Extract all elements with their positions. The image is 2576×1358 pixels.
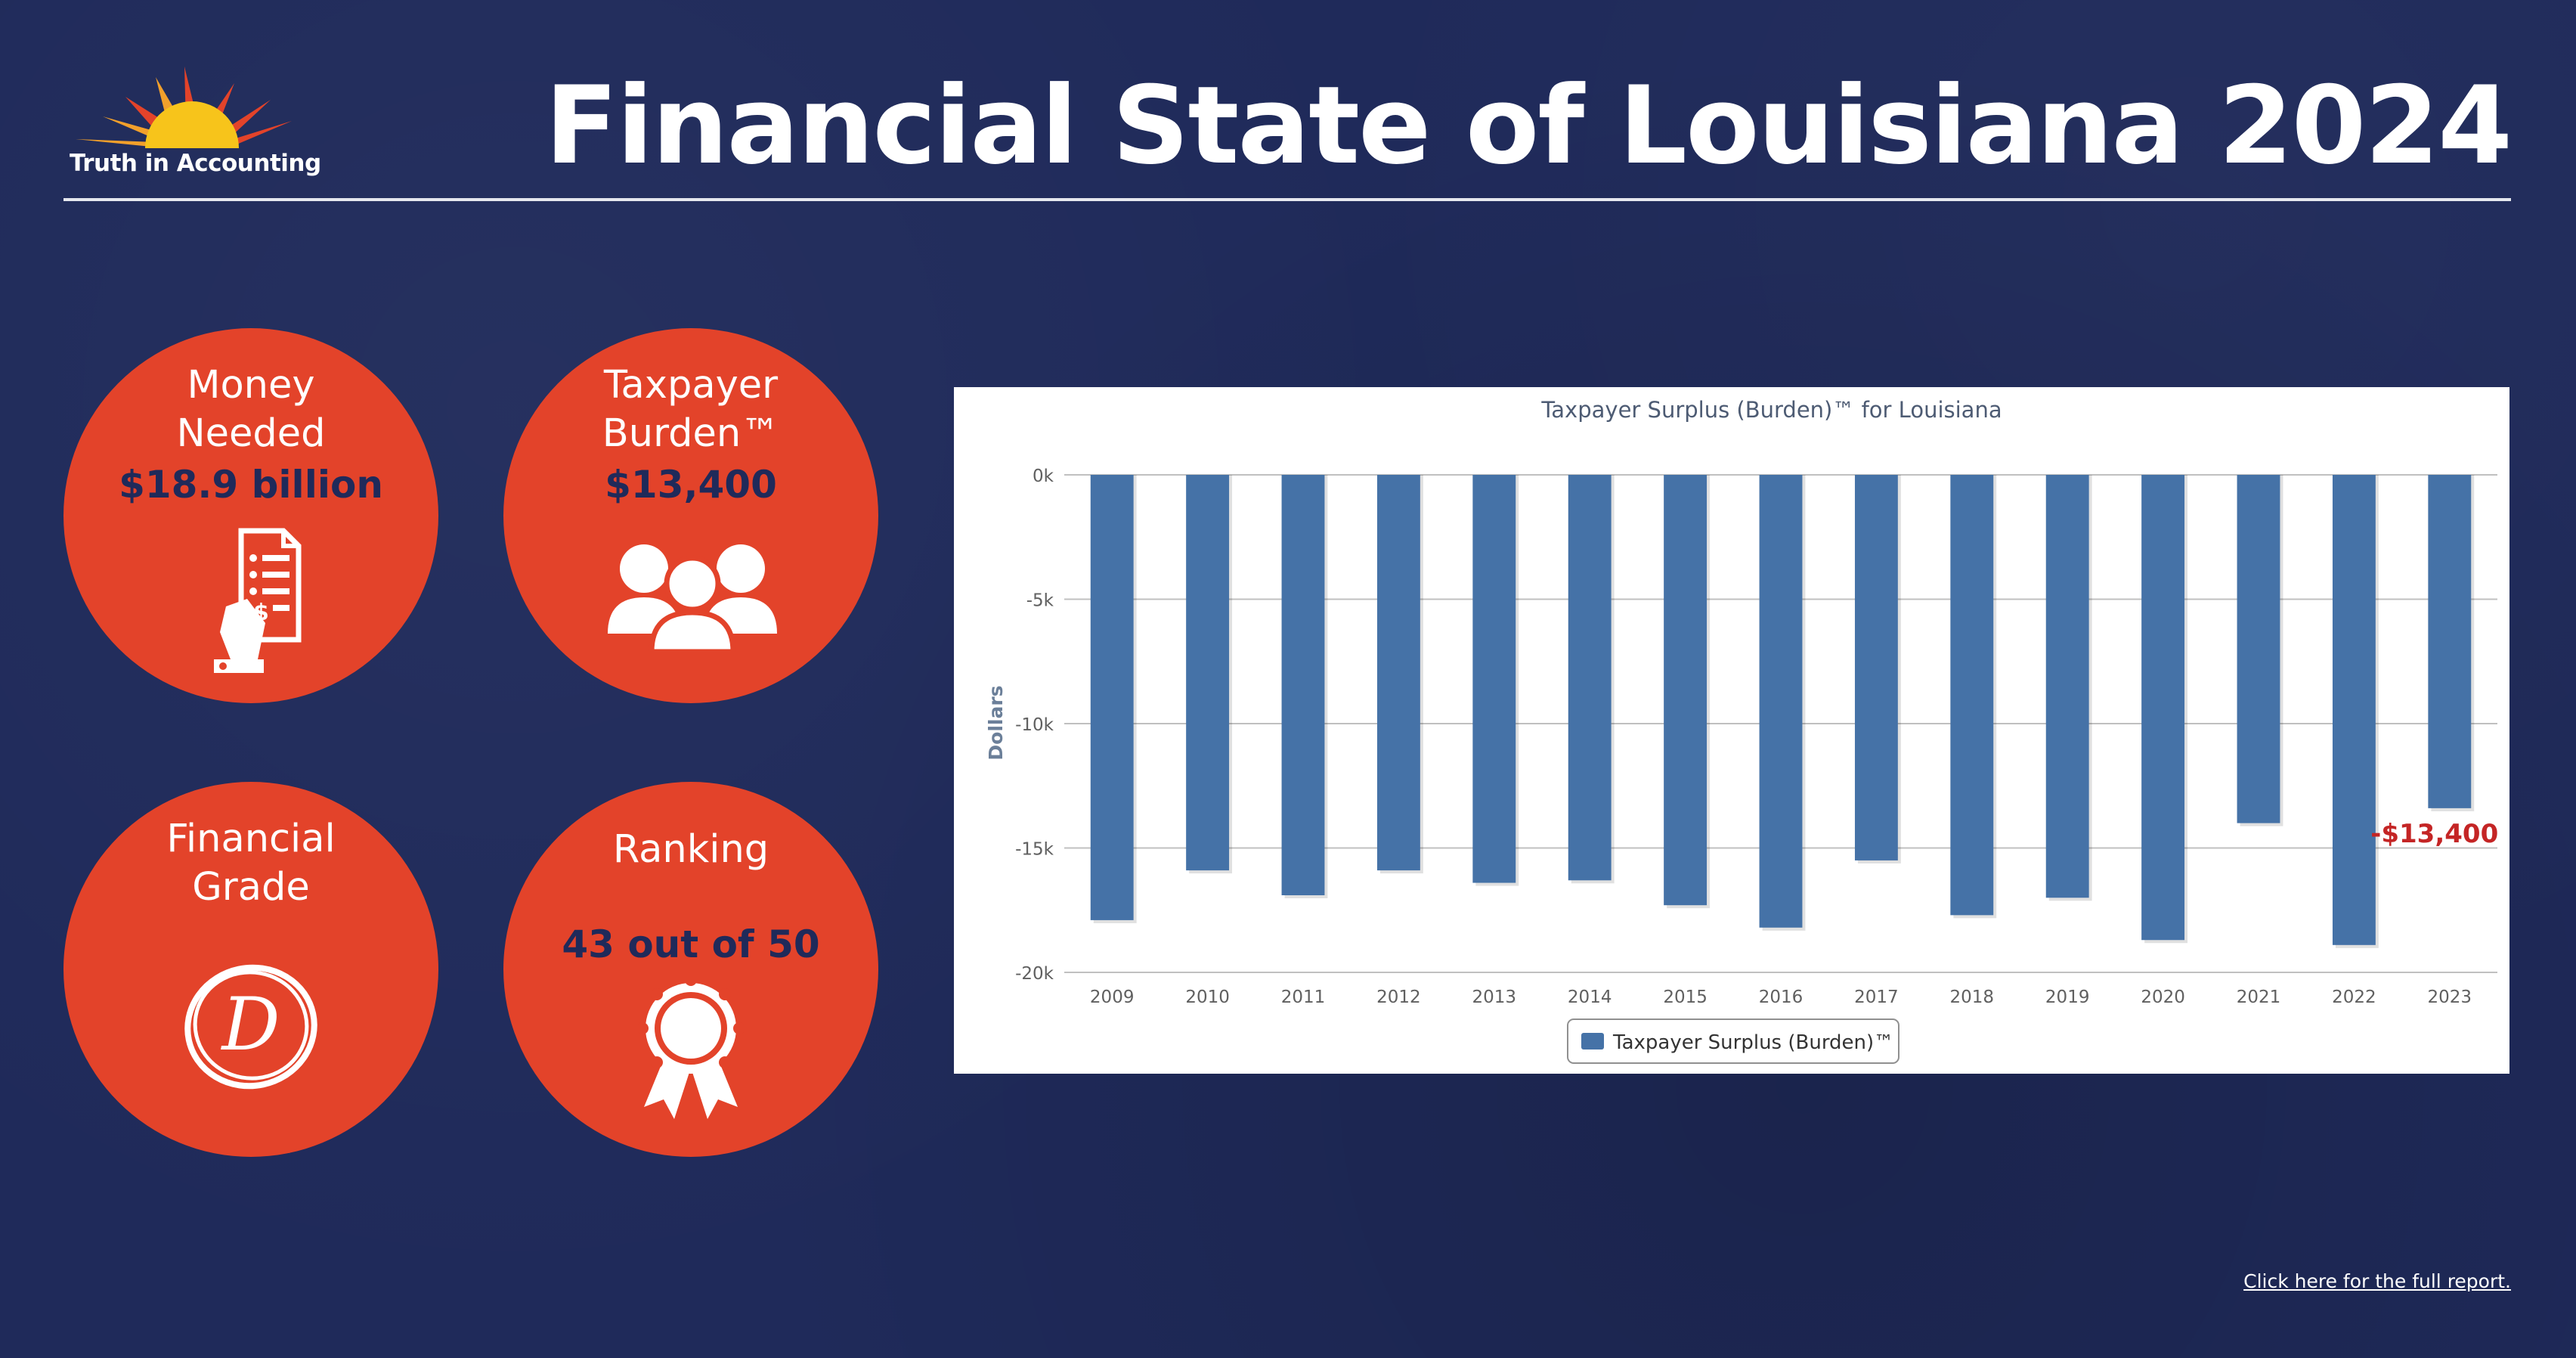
x-tick-label: 2023: [2428, 987, 2472, 1007]
y-axis-label: Dollars: [985, 685, 1007, 760]
data-label-2023: -$13,400: [2370, 819, 2498, 849]
bar[interactable]: [1854, 475, 1898, 860]
grade-letter: D: [221, 982, 280, 1067]
ranking-label: Ranking: [612, 827, 769, 872]
bar[interactable]: [2332, 475, 2376, 945]
y-tick-label: -20k: [1015, 964, 1054, 984]
bar-chart: Taxpayer Surplus (Burden)™ for Louisiana…: [985, 397, 2498, 1064]
ranking-value: 43 out of 50: [562, 922, 820, 966]
financial-grade-label-1: Financial: [166, 817, 336, 861]
legend-swatch: [1581, 1033, 1604, 1050]
financial-grade-card: Financial Grade D: [63, 782, 438, 1157]
bar[interactable]: [1759, 475, 1803, 928]
money-needed-label-2: Needed: [176, 411, 326, 456]
taxpayer-burden-label-2: Burden™: [602, 411, 780, 456]
x-tick-label: 2017: [1854, 987, 1899, 1007]
receipt-hand-icon: $: [214, 528, 302, 673]
title-divider: [63, 198, 2511, 201]
award-ribbon-icon: [638, 978, 744, 1119]
y-tick-label: -15k: [1015, 840, 1054, 860]
x-tick-label: 2009: [1090, 987, 1135, 1007]
taxpayer-burden-label-1: Taxpayer: [603, 363, 779, 408]
ranking-card: Ranking 43 out of 50: [503, 782, 878, 1157]
logo: Truth in Accounting: [65, 67, 321, 188]
x-tick-label: 2014: [1568, 987, 1612, 1007]
taxpayer-burden-value: $13,400: [605, 463, 777, 507]
x-tick-label: 2022: [2332, 987, 2376, 1007]
x-tick-label: 2011: [1281, 987, 1326, 1007]
x-tick-label: 2013: [1472, 987, 1517, 1007]
financial-grade-label-2: Grade: [192, 865, 310, 910]
bar[interactable]: [1568, 475, 1612, 881]
x-tick-label: 2010: [1185, 987, 1230, 1007]
bar[interactable]: [1664, 475, 1708, 906]
circled-grade-icon: D: [184, 964, 317, 1090]
bar[interactable]: [2141, 475, 2185, 941]
chart-title: Taxpayer Surplus (Burden)™ for Louisiana: [1540, 397, 2002, 423]
bar[interactable]: [1950, 475, 1994, 916]
x-tick-label: 2018: [1950, 987, 1995, 1007]
x-tick-label: 2019: [2045, 987, 2090, 1007]
bar[interactable]: [2045, 475, 2089, 898]
bar[interactable]: [1186, 475, 1230, 871]
logo-text: Truth in Accounting: [70, 150, 321, 177]
money-needed-value: $18.9 billion: [119, 463, 383, 507]
x-tick-label: 2012: [1376, 987, 1421, 1007]
bar[interactable]: [1376, 475, 1420, 871]
people-group-icon: [608, 544, 777, 653]
legend-item-label: Taxpayer Surplus (Burden)™: [1612, 1031, 1893, 1054]
bar[interactable]: [1281, 475, 1325, 896]
legend-box: [1567, 1018, 1899, 1064]
bar[interactable]: [1472, 475, 1516, 883]
y-tick-label: -5k: [1026, 591, 1054, 611]
sun-logo-icon: [76, 67, 292, 148]
page-title: Financial State of Louisiana 2024: [544, 64, 2513, 188]
x-tick-label: 2015: [1663, 987, 1708, 1007]
chart-legend[interactable]: Taxpayer Surplus (Burden)™: [1567, 1018, 1899, 1064]
money-needed-card: Money Needed $18.9 billion $: [63, 328, 438, 703]
full-report-link[interactable]: Click here for the full report.: [2243, 1270, 2511, 1292]
y-tick-label: 0k: [1033, 467, 1054, 486]
x-tick-label: 2021: [2237, 987, 2281, 1007]
y-tick-label: -10k: [1015, 715, 1054, 735]
chart-card: Taxpayer Surplus (Burden)™ for Louisiana…: [954, 387, 2509, 1074]
money-needed-label-1: Money: [187, 363, 315, 408]
bar[interactable]: [1090, 475, 1134, 920]
bar[interactable]: [2237, 475, 2280, 823]
x-tick-label: 2020: [2141, 987, 2185, 1007]
x-tick-label: 2016: [1759, 987, 1804, 1007]
taxpayer-burden-card: Taxpayer Burden™ $13,400: [503, 328, 878, 703]
bar[interactable]: [2428, 475, 2472, 808]
